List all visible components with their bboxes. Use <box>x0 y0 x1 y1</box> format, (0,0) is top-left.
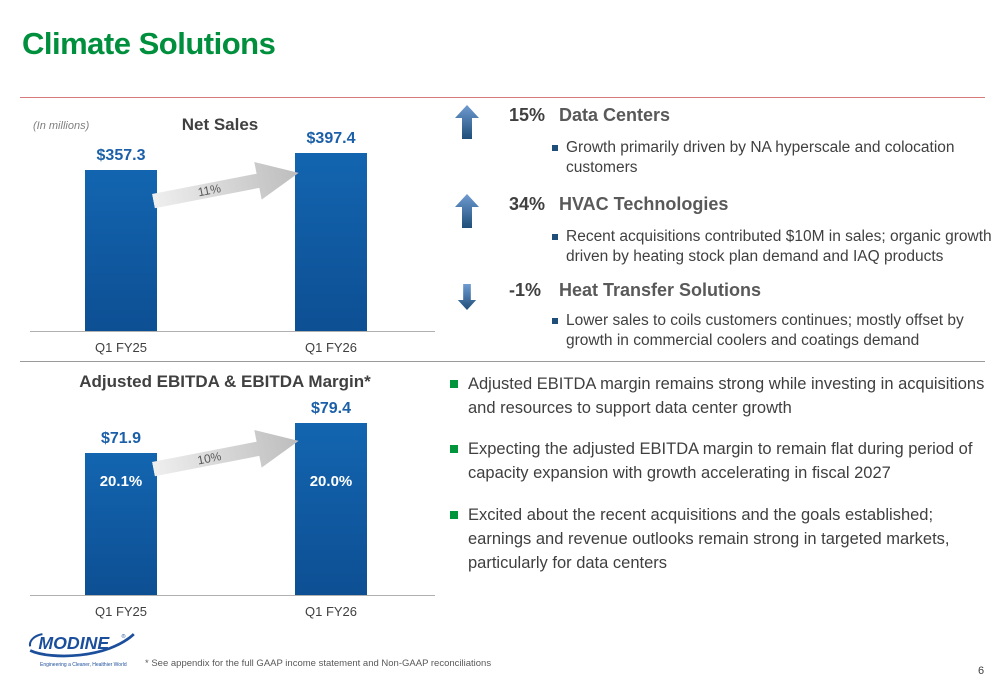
ebitda-bar-q1fy25 <box>85 453 157 595</box>
page-number: 6 <box>978 665 985 677</box>
highlight-data-centers: 15% Data Centers <box>455 105 670 139</box>
bar-value-label: $79.4 <box>310 400 352 417</box>
commentary-bullet: Expecting the adjusted EBITDA margin to … <box>450 437 990 485</box>
growth-arrow-label: 10% <box>196 449 223 468</box>
highlight-sub-bullet: Growth primarily driven by NA hyperscale… <box>552 138 1000 178</box>
highlight-sub-bullet: Lower sales to coils customers continues… <box>552 311 1000 351</box>
section-divider <box>20 361 985 362</box>
commentary-text: Excited about the recent acquisitions an… <box>468 506 950 572</box>
up-arrow-icon <box>455 194 479 228</box>
margin-label: 20.1% <box>99 473 143 490</box>
page-title: Climate Solutions <box>22 26 276 61</box>
x-axis-label: Q1 FY26 <box>304 604 358 619</box>
highlight-pct: 15% <box>509 105 546 125</box>
commentary-bullet: Excited about the recent acquisitions an… <box>450 503 990 575</box>
commentary-bullet: Adjusted EBITDA margin remains strong wh… <box>450 372 990 420</box>
net-sales-bar-q1fy26 <box>295 153 367 331</box>
logo-tagline: Engineering a Cleaner, Healthier World <box>40 662 127 668</box>
net-sales-chart-title: Net Sales <box>181 115 259 134</box>
up-arrow-icon <box>455 105 479 139</box>
highlight-pct: -1% <box>509 280 542 300</box>
highlight-desc: Lower sales to coils customers continues… <box>566 312 964 349</box>
bar-value-label: $71.9 <box>100 430 142 447</box>
highlight-pct: 34% <box>509 194 546 214</box>
highlight-title: HVAC Technologies <box>559 194 729 214</box>
highlight-heat-transfer: -1% Heat Transfer Solutions <box>455 280 761 310</box>
ebitda-chart-title: Adjusted EBITDA & EBITDA Margin* <box>79 372 371 391</box>
growth-arrow: 10% <box>150 421 303 489</box>
highlight-sub-bullet: Recent acquisitions contributed $10M in … <box>552 227 1000 267</box>
ebitda-bar-q1fy26 <box>295 423 367 595</box>
green-bullet-icon <box>450 380 458 388</box>
highlight-title: Heat Transfer Solutions <box>559 280 762 300</box>
square-bullet-icon <box>552 145 558 151</box>
highlight-hvac: 34% HVAC Technologies <box>455 194 728 228</box>
square-bullet-icon <box>552 234 558 240</box>
highlight-title: Data Centers <box>559 105 671 125</box>
modine-logo-icon: MODINE ® <box>28 633 135 658</box>
commentary-text: Adjusted EBITDA margin remains strong wh… <box>468 375 985 417</box>
logo-registered-mark: ® <box>122 633 126 640</box>
x-axis-label: Q1 FY25 <box>94 604 148 619</box>
green-bullet-icon <box>450 445 458 453</box>
footnote: * See appendix for the full GAAP income … <box>145 658 492 669</box>
bar-value-label: $357.3 <box>96 147 146 164</box>
margin-label: 20.0% <box>309 473 353 490</box>
net-sales-bar-q1fy25 <box>85 170 157 331</box>
highlight-desc: Recent acquisitions contributed $10M in … <box>566 228 992 265</box>
commentary-text: Expecting the adjusted EBITDA margin to … <box>468 440 973 482</box>
growth-arrow: 11% <box>150 153 303 221</box>
x-axis-label: Q1 FY25 <box>94 340 148 355</box>
title-divider <box>20 97 985 98</box>
logo-brand-text: MODINE <box>38 633 110 653</box>
x-axis-label: Q1 FY26 <box>304 340 358 355</box>
modine-logo: MODINE ® Engineering a Cleaner, Healthie… <box>26 630 146 668</box>
units-note: (In millions) <box>33 120 90 132</box>
x-axis-line <box>30 331 435 332</box>
green-bullet-icon <box>450 511 458 519</box>
highlight-desc: Growth primarily driven by NA hyperscale… <box>566 139 955 176</box>
growth-arrow-label: 11% <box>196 181 222 200</box>
square-bullet-icon <box>552 318 558 324</box>
x-axis-line <box>30 595 435 596</box>
down-arrow-icon <box>457 284 477 310</box>
bar-value-label: $397.4 <box>306 130 356 147</box>
